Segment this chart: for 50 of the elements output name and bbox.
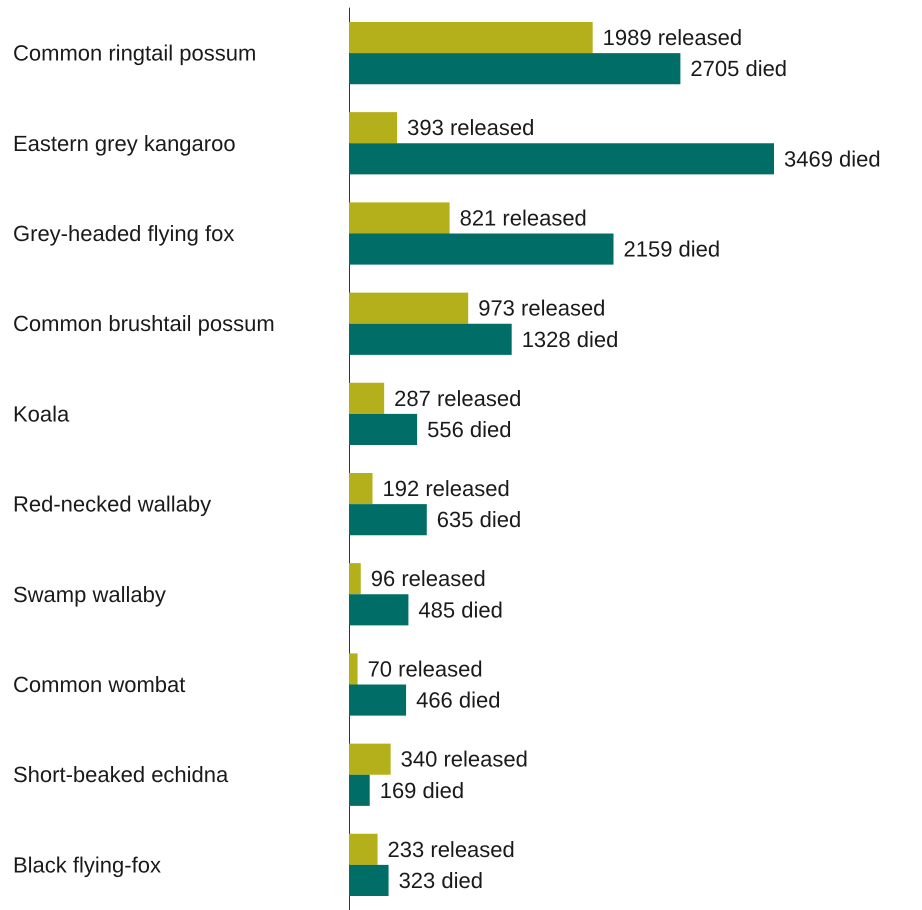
y-tick-label: Koala (13, 401, 70, 426)
y-tick-label: Short-beaked echidna (13, 762, 230, 788)
bar (349, 22, 593, 54)
bar (349, 504, 427, 536)
data-label: 3469 died (784, 146, 881, 172)
bar (349, 594, 408, 626)
bar (349, 202, 450, 234)
data-label: 485 died (418, 597, 503, 622)
bar (349, 653, 358, 684)
bar (349, 382, 384, 414)
y-tick-label: Red-necked wallaby (13, 492, 212, 517)
y-tick-label: Common ringtail possum (13, 40, 256, 66)
data-label: 70 released (368, 656, 483, 682)
y-tick-label: Grey-headed flying fox (13, 221, 234, 246)
bar (349, 834, 378, 865)
data-label: 1989 released (602, 25, 742, 50)
bar (349, 112, 398, 144)
data-label: 340 released (400, 746, 528, 772)
data-label: 2159 died (624, 236, 720, 262)
data-label: 323 died (398, 868, 483, 893)
bar (349, 53, 680, 84)
bar (349, 324, 512, 355)
bar (349, 472, 373, 504)
data-label: 1328 died (522, 326, 618, 352)
data-label: 2705 died (690, 56, 788, 82)
bar (349, 234, 614, 265)
bar (349, 864, 389, 896)
data-label: 96 released (370, 566, 486, 592)
bar (349, 143, 774, 174)
data-label: 973 released (478, 296, 606, 321)
data-label: 821 released (460, 205, 587, 230)
bar (349, 292, 468, 324)
bar (349, 684, 406, 716)
data-label: 192 released (382, 476, 510, 502)
data-label: 635 died (436, 507, 522, 532)
data-label: 393 released (407, 115, 534, 140)
data-label: 233 released (388, 836, 515, 862)
y-tick-label: Eastern grey kangaroo (13, 130, 236, 156)
y-tick-label: Black flying-fox (13, 852, 161, 878)
data-label: 466 died (416, 688, 501, 713)
bar (349, 414, 418, 446)
y-tick-label: Common brushtail possum (13, 311, 275, 336)
y-tick-label: Swamp wallaby (13, 582, 166, 607)
bar (349, 563, 361, 594)
bar (349, 774, 370, 806)
y-tick-label: Common wombat (13, 672, 186, 697)
bar (349, 744, 391, 775)
data-label: 556 died (427, 416, 512, 442)
data-label: 169 died (380, 778, 464, 803)
data-label: 287 released (394, 386, 522, 411)
